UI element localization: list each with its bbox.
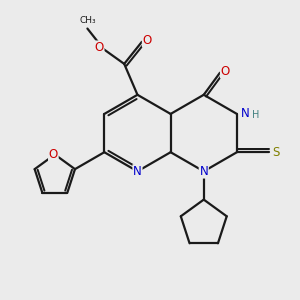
Text: N: N: [240, 107, 249, 120]
Text: O: O: [49, 148, 58, 161]
Text: O: O: [142, 34, 152, 47]
Text: N: N: [200, 165, 208, 178]
Text: N: N: [133, 165, 142, 178]
Text: S: S: [272, 146, 280, 159]
Text: CH₃: CH₃: [79, 16, 96, 25]
Text: O: O: [220, 65, 230, 78]
Text: O: O: [94, 41, 104, 54]
Text: H: H: [252, 110, 260, 120]
